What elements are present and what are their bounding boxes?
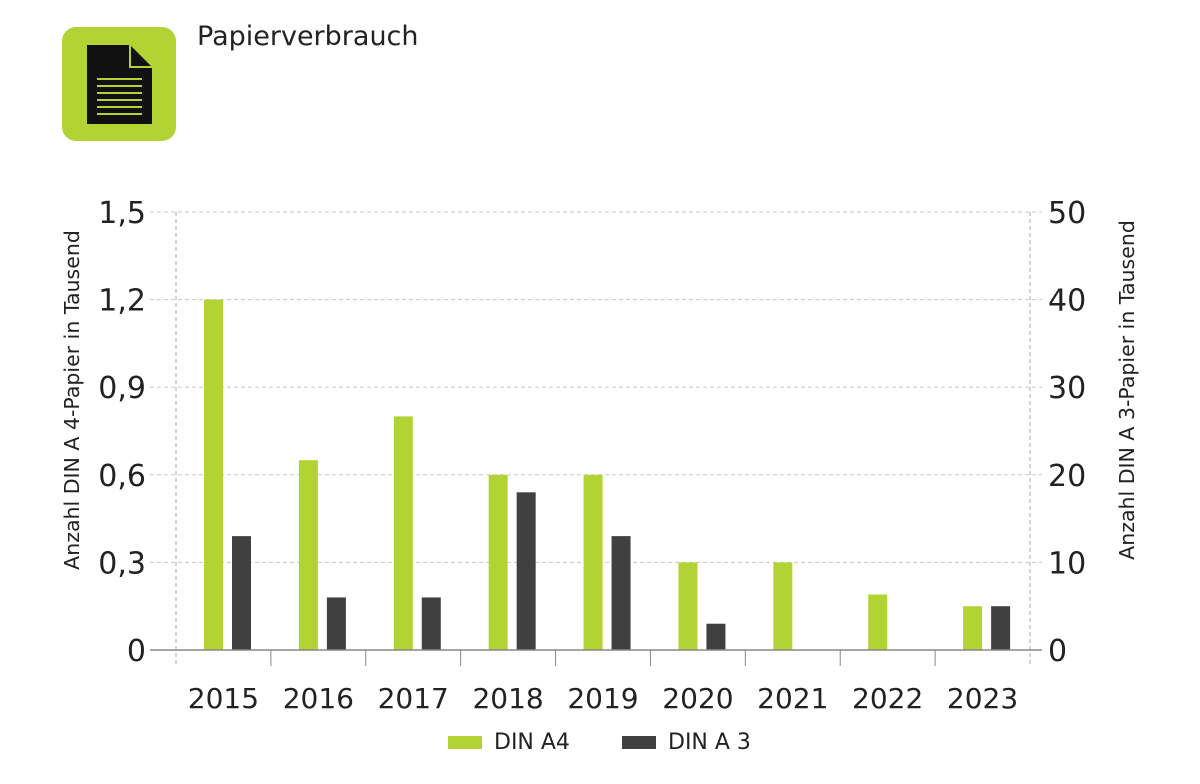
y2-tick-label: 0 [1048, 634, 1067, 669]
y-tick-label: 0,6 [98, 459, 146, 494]
x-tick-label: 2022 [852, 682, 923, 715]
bars [204, 299, 1011, 650]
bar-din-a3 [706, 623, 726, 650]
document-icon [62, 27, 176, 141]
bar-din-a4 [204, 299, 223, 650]
legend: DIN A4 DIN A 3 [0, 730, 1200, 760]
x-tick-label: 2018 [472, 682, 543, 715]
x-tick-label: 2023 [947, 682, 1018, 715]
bar-din-a3 [326, 597, 346, 650]
x-tick-label: 2015 [188, 682, 259, 715]
legend-swatch-din-a4 [448, 736, 482, 749]
y2-tick-label: 10 [1048, 546, 1086, 581]
y2-tick-label: 20 [1048, 459, 1086, 494]
legend-item-din-a3: DIN A 3 [622, 730, 751, 755]
y-axis-label: Anzahl DIN A 4-Papier in Tausend [60, 230, 84, 570]
y-tick-label: 0,3 [98, 546, 146, 581]
bar-din-a4 [868, 594, 888, 650]
y-tick-label: 1,5 [98, 196, 146, 231]
x-tick-label: 2016 [283, 682, 354, 715]
y2-axis-label: Anzahl DIN A 3-Papier in Tausend [1115, 220, 1139, 560]
legend-swatch-din-a3 [622, 736, 656, 749]
y-tick-label: 1,2 [98, 284, 146, 319]
axis-labels: 0 0 0,3 10 0,6 20 0,9 30 1,2 40 1,5 50 2015 2016 2017 2… [60, 196, 1139, 715]
x-tick-label: 2020 [662, 682, 733, 715]
legend-label-din-a4: DIN A4 [494, 730, 570, 755]
y2-tick-label: 50 [1048, 196, 1086, 231]
x-tick-label: 2019 [567, 682, 638, 715]
bar-din-a3 [232, 536, 251, 650]
bar-din-a4 [298, 460, 318, 650]
legend-label-din-a3: DIN A 3 [668, 730, 751, 755]
page-title: Papierverbrauch [197, 21, 419, 52]
bar-din-a4 [678, 562, 698, 650]
x-tick-label: 2017 [378, 682, 449, 715]
bar-din-a3 [611, 536, 631, 650]
y2-tick-label: 40 [1048, 284, 1086, 319]
bar-din-a3 [991, 606, 1011, 650]
bar-din-a4 [488, 474, 508, 650]
x-tick-label: 2021 [757, 682, 828, 715]
y2-tick-label: 30 [1048, 371, 1086, 406]
bar-din-a3 [421, 597, 441, 650]
legend-item-din-a4: DIN A4 [448, 730, 570, 755]
gridlines [150, 211, 1042, 563]
bar-din-a3 [516, 492, 536, 650]
bar-din-a4 [963, 606, 983, 650]
bar-din-a4 [393, 416, 413, 650]
y-tick-label: 0,9 [98, 371, 146, 406]
y-tick-label: 0 [127, 634, 146, 669]
bar-din-a4 [583, 474, 603, 650]
bar-din-a4 [773, 562, 793, 650]
axes [150, 212, 1042, 666]
